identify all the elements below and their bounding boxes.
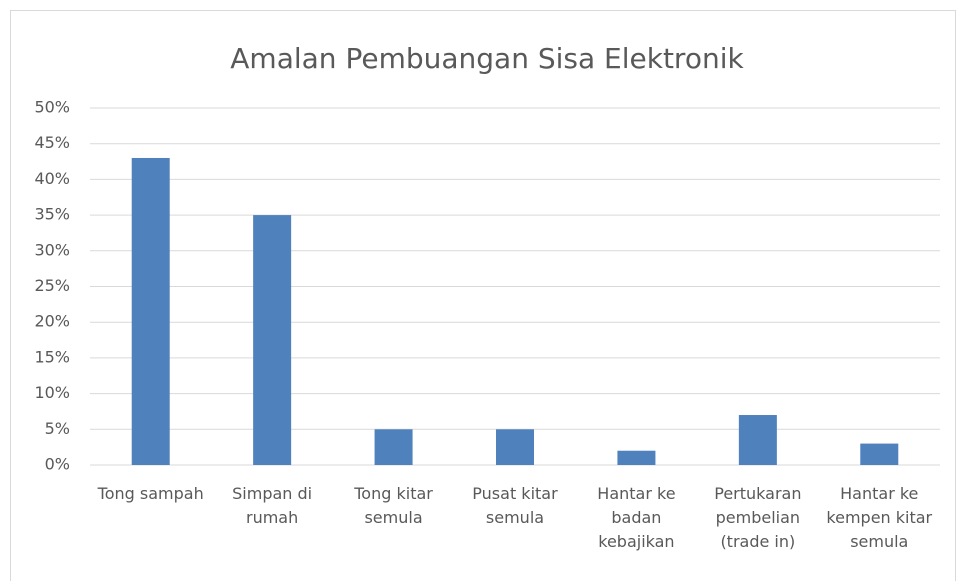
x-tick-label: Tong kitar semula	[354, 484, 433, 527]
y-tick-label: 35%	[34, 205, 70, 224]
x-tick-label: Pertukaran pembelian (trade in)	[714, 484, 802, 551]
bar	[860, 443, 899, 465]
y-tick-label: 40%	[34, 169, 70, 188]
y-tick-label: 10%	[34, 383, 70, 402]
bar	[738, 415, 777, 465]
x-tick-label: Pusat kitar semula	[472, 484, 558, 527]
bar	[496, 429, 534, 465]
y-tick-label: 5%	[45, 419, 70, 438]
y-tick-label: 0%	[45, 455, 70, 474]
bar	[374, 429, 413, 465]
y-tick-label: 45%	[34, 133, 70, 152]
chart-title: Amalan Pembuangan Sisa Elektronik	[230, 42, 744, 75]
bar	[131, 157, 170, 466]
bar	[253, 215, 292, 465]
x-tick-label: Simpan di rumah	[232, 484, 313, 527]
y-tick-label: 30%	[34, 240, 70, 259]
x-tick-label: Hantar ke badan kebajikan	[597, 484, 676, 551]
x-tick-label: Tong sampah	[97, 484, 204, 503]
y-tick-label: 20%	[34, 312, 70, 331]
y-tick-label: 50%	[34, 98, 70, 117]
bar	[617, 450, 656, 465]
y-tick-label: 15%	[34, 347, 70, 366]
y-tick-label: 25%	[34, 276, 70, 295]
x-tick-label: Hantar ke kempen kitar semula	[826, 484, 933, 551]
